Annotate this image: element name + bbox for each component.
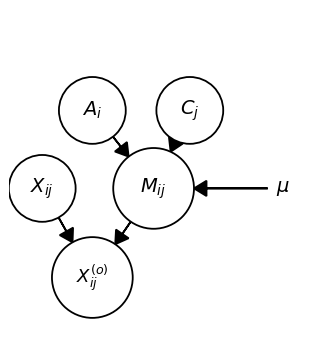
Text: $M_{ij}$: $M_{ij}$ (140, 176, 167, 201)
Text: $A_i$: $A_i$ (82, 100, 102, 121)
Text: $X_{ij}^{(o)}$: $X_{ij}^{(o)}$ (76, 262, 109, 293)
Text: $\mu$: $\mu$ (276, 179, 290, 198)
FancyArrow shape (59, 218, 73, 242)
Circle shape (113, 148, 194, 229)
Circle shape (9, 155, 76, 222)
Circle shape (59, 77, 126, 144)
Text: $X_{ij}$: $X_{ij}$ (30, 176, 54, 201)
Text: $C_j$: $C_j$ (180, 98, 200, 123)
FancyArrow shape (113, 137, 129, 157)
FancyArrow shape (194, 181, 268, 196)
Circle shape (52, 237, 133, 318)
FancyArrow shape (169, 137, 183, 152)
FancyArrow shape (115, 222, 131, 244)
Circle shape (156, 77, 223, 144)
